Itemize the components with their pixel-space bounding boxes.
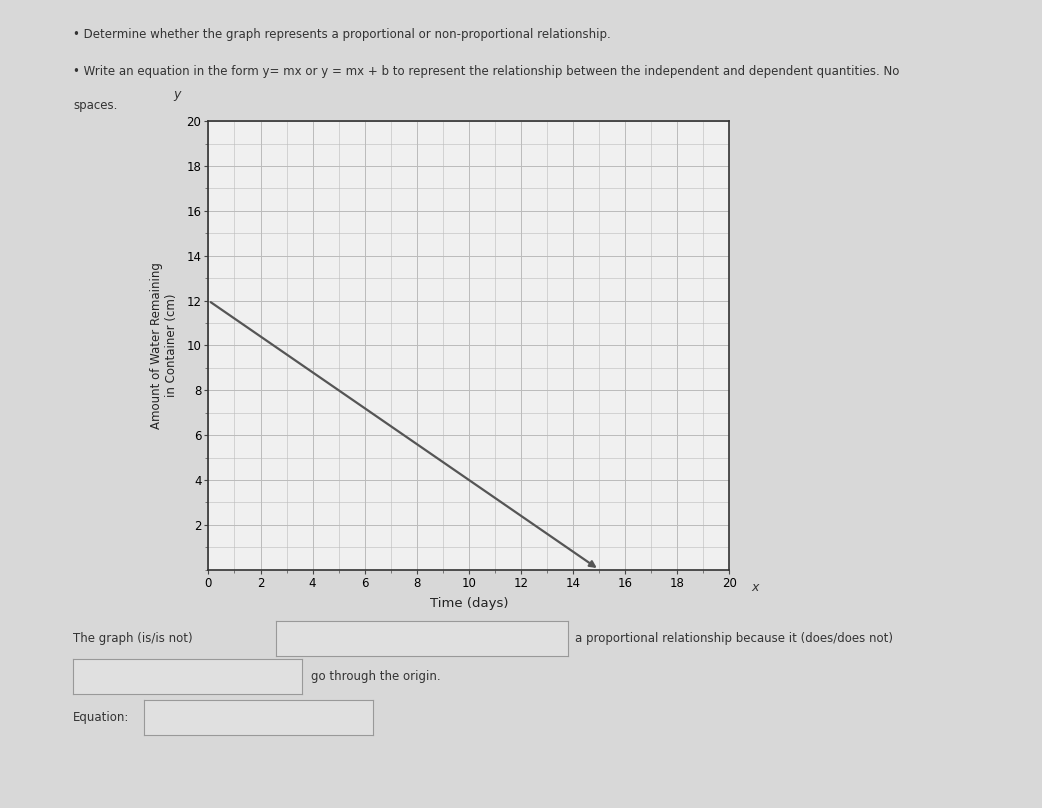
X-axis label: Time (days): Time (days) <box>429 596 508 609</box>
Text: • Determine whether the graph represents a proportional or non-proportional rela: • Determine whether the graph represents… <box>73 28 611 41</box>
Y-axis label: Amount of Water Remaining
in Container (cm): Amount of Water Remaining in Container (… <box>150 262 178 429</box>
Text: y: y <box>173 88 181 101</box>
Text: • Write an equation in the form y= mx or y = mx + b to represent the relationshi: • Write an equation in the form y= mx or… <box>73 65 899 78</box>
Text: The graph (is/is not): The graph (is/is not) <box>73 632 193 645</box>
Text: x: x <box>751 581 760 594</box>
Text: Equation:: Equation: <box>73 711 129 724</box>
Text: spaces.: spaces. <box>73 99 118 112</box>
Text: go through the origin.: go through the origin. <box>311 670 440 683</box>
Text: a proportional relationship because it (does/does not): a proportional relationship because it (… <box>575 632 893 645</box>
